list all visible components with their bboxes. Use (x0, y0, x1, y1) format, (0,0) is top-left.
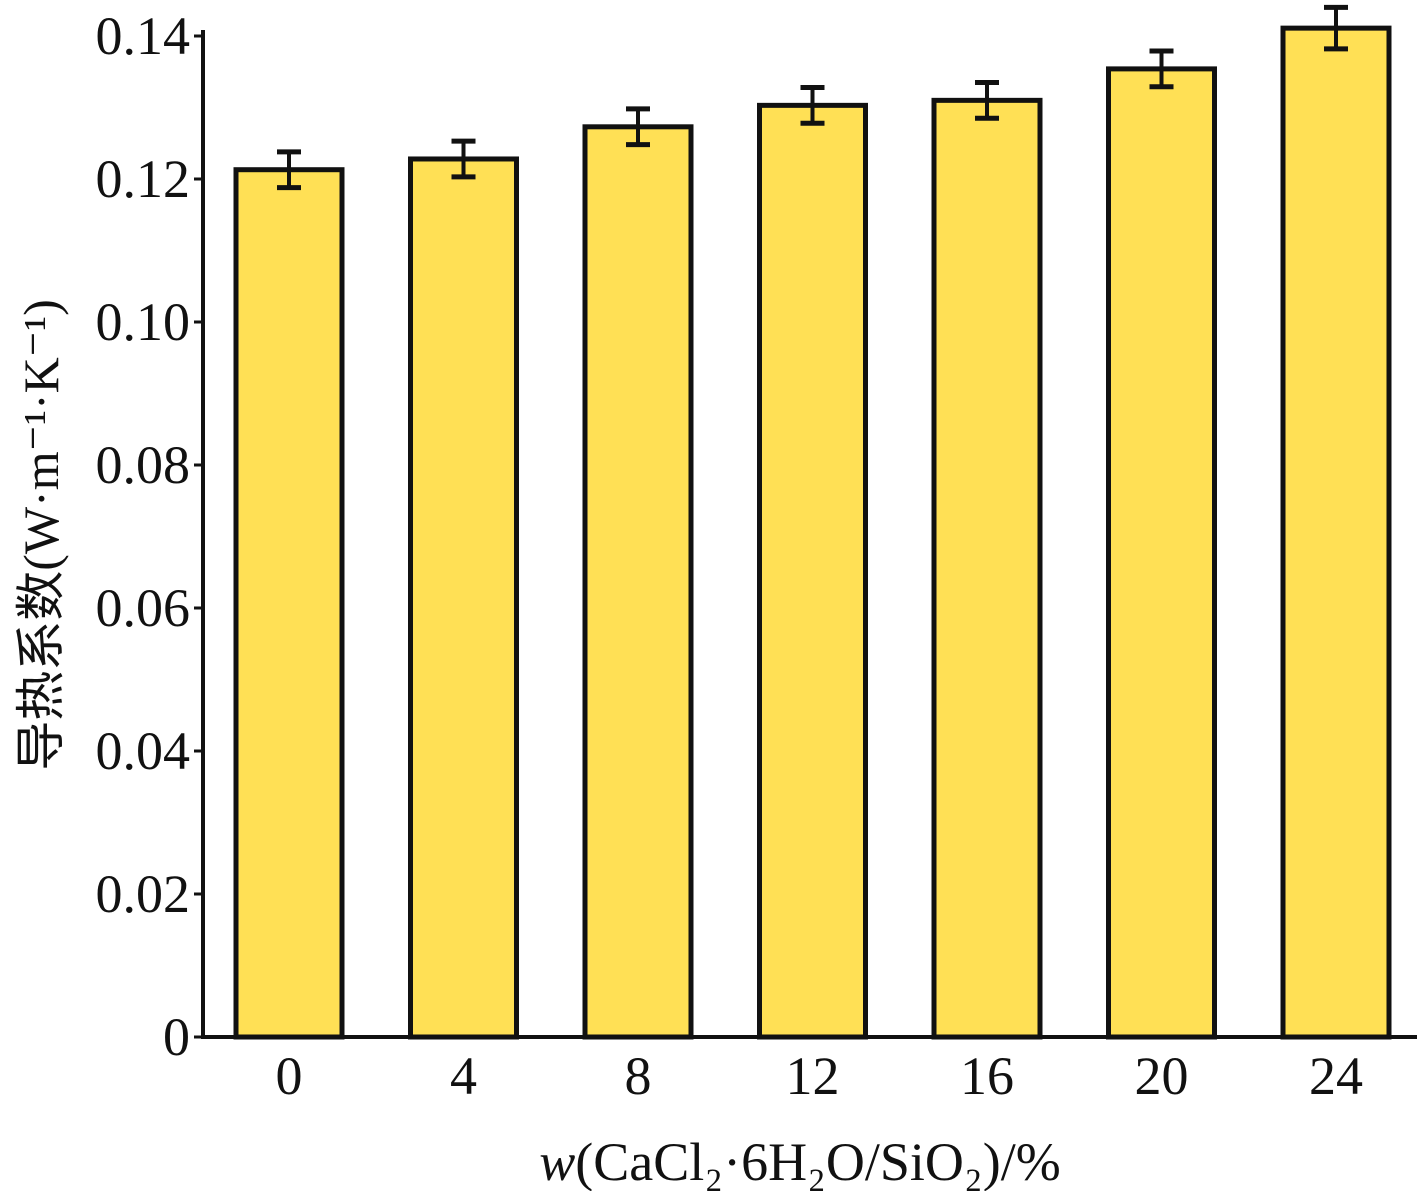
x-tick-label: 12 (786, 1046, 840, 1106)
x-tick-label: 8 (625, 1046, 652, 1106)
bar-4 (408, 156, 519, 1040)
x-tick-label: 16 (960, 1046, 1014, 1106)
x-tick-label: 0 (276, 1046, 303, 1106)
y-tick-label: 0.02 (96, 864, 191, 924)
bar-20 (1106, 66, 1217, 1040)
axes: 0 4 8 12 16 20 24 0 0.02 0.04 0.06 0.08 0.10 0.12 0.14 (96, 6, 1417, 1106)
x-axis-label-rest: (CaCl₂·6H₂O/SiO₂)/% (575, 1132, 1060, 1191)
x-tick-label: 20 (1135, 1046, 1189, 1106)
y-tick-label: 0.08 (96, 435, 191, 495)
y-tick-label: 0.10 (96, 292, 191, 352)
x-tick-label: 24 (1309, 1046, 1363, 1106)
x-tick-label: 4 (450, 1046, 477, 1106)
x-axis-label: w(CaCl₂·6H₂O/SiO₂)/% (539, 1132, 1060, 1191)
bar-16 (931, 97, 1043, 1040)
x-axis-label-variable: w (539, 1132, 575, 1191)
y-axis-label: 导热系数(W·m⁻¹·K⁻¹) (13, 299, 69, 771)
y-tick-label: 0.12 (96, 149, 191, 209)
y-tick-label: 0 (163, 1007, 190, 1067)
bar-24 (1280, 25, 1392, 1040)
bars (233, 4, 1392, 1040)
bar-12 (757, 102, 868, 1040)
y-tick-label: 0.06 (96, 578, 191, 638)
y-tick-label: 0.14 (96, 6, 191, 66)
y-tick-label: 0.04 (96, 721, 191, 781)
bar-0 (233, 167, 345, 1040)
bar-8 (582, 124, 694, 1040)
